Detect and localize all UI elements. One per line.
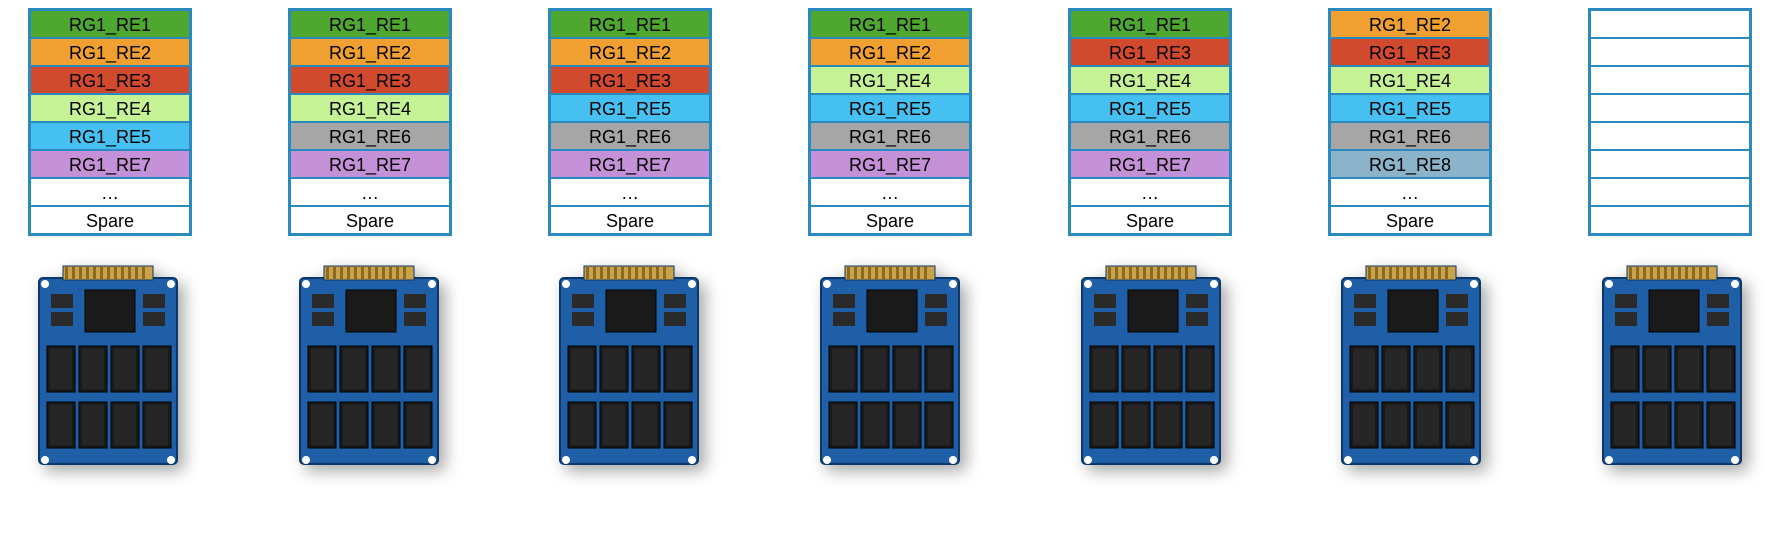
table-cell: RG1_RE4 <box>810 66 970 94</box>
table-cell <box>1590 10 1750 38</box>
ssd-icon <box>1071 260 1231 470</box>
table-cell: RG1_RE6 <box>550 122 710 150</box>
table-cell: RG1_RE7 <box>550 150 710 178</box>
table-cell: RG1_RE1 <box>810 10 970 38</box>
extent-table: RG1_RE1 RG1_RE2 RG1_RE4 RG1_RE5 RG1_RE6 … <box>808 8 972 236</box>
extent-table: RG1_RE1 RG1_RE3 RG1_RE4 RG1_RE5 RG1_RE6 … <box>1068 8 1232 236</box>
table-cell: Spare <box>550 206 710 234</box>
table-cell: RG1_RE4 <box>1330 66 1490 94</box>
column-1: RG1_RE1 RG1_RE2 RG1_RE3 RG1_RE4 RG1_RE6 … <box>288 8 452 236</box>
table-cell: … <box>1330 178 1490 206</box>
ssd-icon <box>289 260 449 470</box>
table-cell: RG1_RE7 <box>1070 150 1230 178</box>
column-6 <box>1588 8 1752 236</box>
column-3: RG1_RE1 RG1_RE2 RG1_RE4 RG1_RE5 RG1_RE6 … <box>808 8 972 236</box>
table-cell: RG1_RE6 <box>290 122 450 150</box>
table-cell: RG1_RE2 <box>30 38 190 66</box>
table-cell: RG1_RE3 <box>550 66 710 94</box>
table-cell: RG1_RE5 <box>1330 94 1490 122</box>
table-cell: RG1_RE7 <box>810 150 970 178</box>
extent-table: RG1_RE1 RG1_RE2 RG1_RE3 RG1_RE5 RG1_RE6 … <box>548 8 712 236</box>
table-cell <box>1590 38 1750 66</box>
table-cell: RG1_RE3 <box>1070 38 1230 66</box>
table-cell: RG1_RE1 <box>30 10 190 38</box>
table-cell: RG1_RE5 <box>30 122 190 150</box>
table-cell: RG1_RE4 <box>1070 66 1230 94</box>
table-cell: Spare <box>1330 206 1490 234</box>
table-cell: RG1_RE2 <box>290 38 450 66</box>
ssd-icon <box>1592 260 1752 470</box>
column-2: RG1_RE1 RG1_RE2 RG1_RE3 RG1_RE5 RG1_RE6 … <box>548 8 712 236</box>
table-cell: RG1_RE8 <box>1330 150 1490 178</box>
ssd-icon <box>28 260 188 470</box>
table-cell: Spare <box>810 206 970 234</box>
table-cell: RG1_RE5 <box>810 94 970 122</box>
table-cell: RG1_RE3 <box>30 66 190 94</box>
table-cell: RG1_RE6 <box>1330 122 1490 150</box>
column-4: RG1_RE1 RG1_RE3 RG1_RE4 RG1_RE5 RG1_RE6 … <box>1068 8 1232 236</box>
ssd-row <box>0 236 1780 470</box>
extent-table: RG1_RE1 RG1_RE2 RG1_RE3 RG1_RE4 RG1_RE5 … <box>28 8 192 236</box>
table-cell: Spare <box>30 206 190 234</box>
table-cell: … <box>1070 178 1230 206</box>
extent-table: RG1_RE1 RG1_RE2 RG1_RE3 RG1_RE4 RG1_RE6 … <box>288 8 452 236</box>
column-0: RG1_RE1 RG1_RE2 RG1_RE3 RG1_RE4 RG1_RE5 … <box>28 8 192 236</box>
table-cell: RG1_RE7 <box>290 150 450 178</box>
table-cell <box>1590 206 1750 234</box>
extent-table <box>1588 8 1752 236</box>
table-cell: RG1_RE4 <box>290 94 450 122</box>
table-cell <box>1590 94 1750 122</box>
table-cell <box>1590 122 1750 150</box>
table-cell <box>1590 66 1750 94</box>
table-cell: … <box>290 178 450 206</box>
table-cell: RG1_RE7 <box>30 150 190 178</box>
ssd-icon <box>1331 260 1491 470</box>
ssd-icon <box>810 260 970 470</box>
table-cell: Spare <box>1070 206 1230 234</box>
table-cell: RG1_RE2 <box>810 38 970 66</box>
table-cell: RG1_RE1 <box>1070 10 1230 38</box>
column-5: RG1_RE2 RG1_RE3 RG1_RE4 RG1_RE5 RG1_RE6 … <box>1328 8 1492 236</box>
table-cell: RG1_RE5 <box>550 94 710 122</box>
table-cell <box>1590 178 1750 206</box>
table-cell: RG1_RE2 <box>1330 10 1490 38</box>
table-cell: … <box>810 178 970 206</box>
table-cell: RG1_RE4 <box>30 94 190 122</box>
table-cell: RG1_RE1 <box>550 10 710 38</box>
tables-row: RG1_RE1 RG1_RE2 RG1_RE3 RG1_RE4 RG1_RE5 … <box>0 0 1780 236</box>
table-cell: RG1_RE6 <box>1070 122 1230 150</box>
table-cell: RG1_RE2 <box>550 38 710 66</box>
table-cell: RG1_RE3 <box>290 66 450 94</box>
table-cell: … <box>550 178 710 206</box>
table-cell: RG1_RE1 <box>290 10 450 38</box>
table-cell: RG1_RE6 <box>810 122 970 150</box>
extent-table: RG1_RE2 RG1_RE3 RG1_RE4 RG1_RE5 RG1_RE6 … <box>1328 8 1492 236</box>
table-cell: RG1_RE3 <box>1330 38 1490 66</box>
table-cell <box>1590 150 1750 178</box>
table-cell: RG1_RE5 <box>1070 94 1230 122</box>
table-cell: Spare <box>290 206 450 234</box>
table-cell: … <box>30 178 190 206</box>
ssd-icon <box>549 260 709 470</box>
